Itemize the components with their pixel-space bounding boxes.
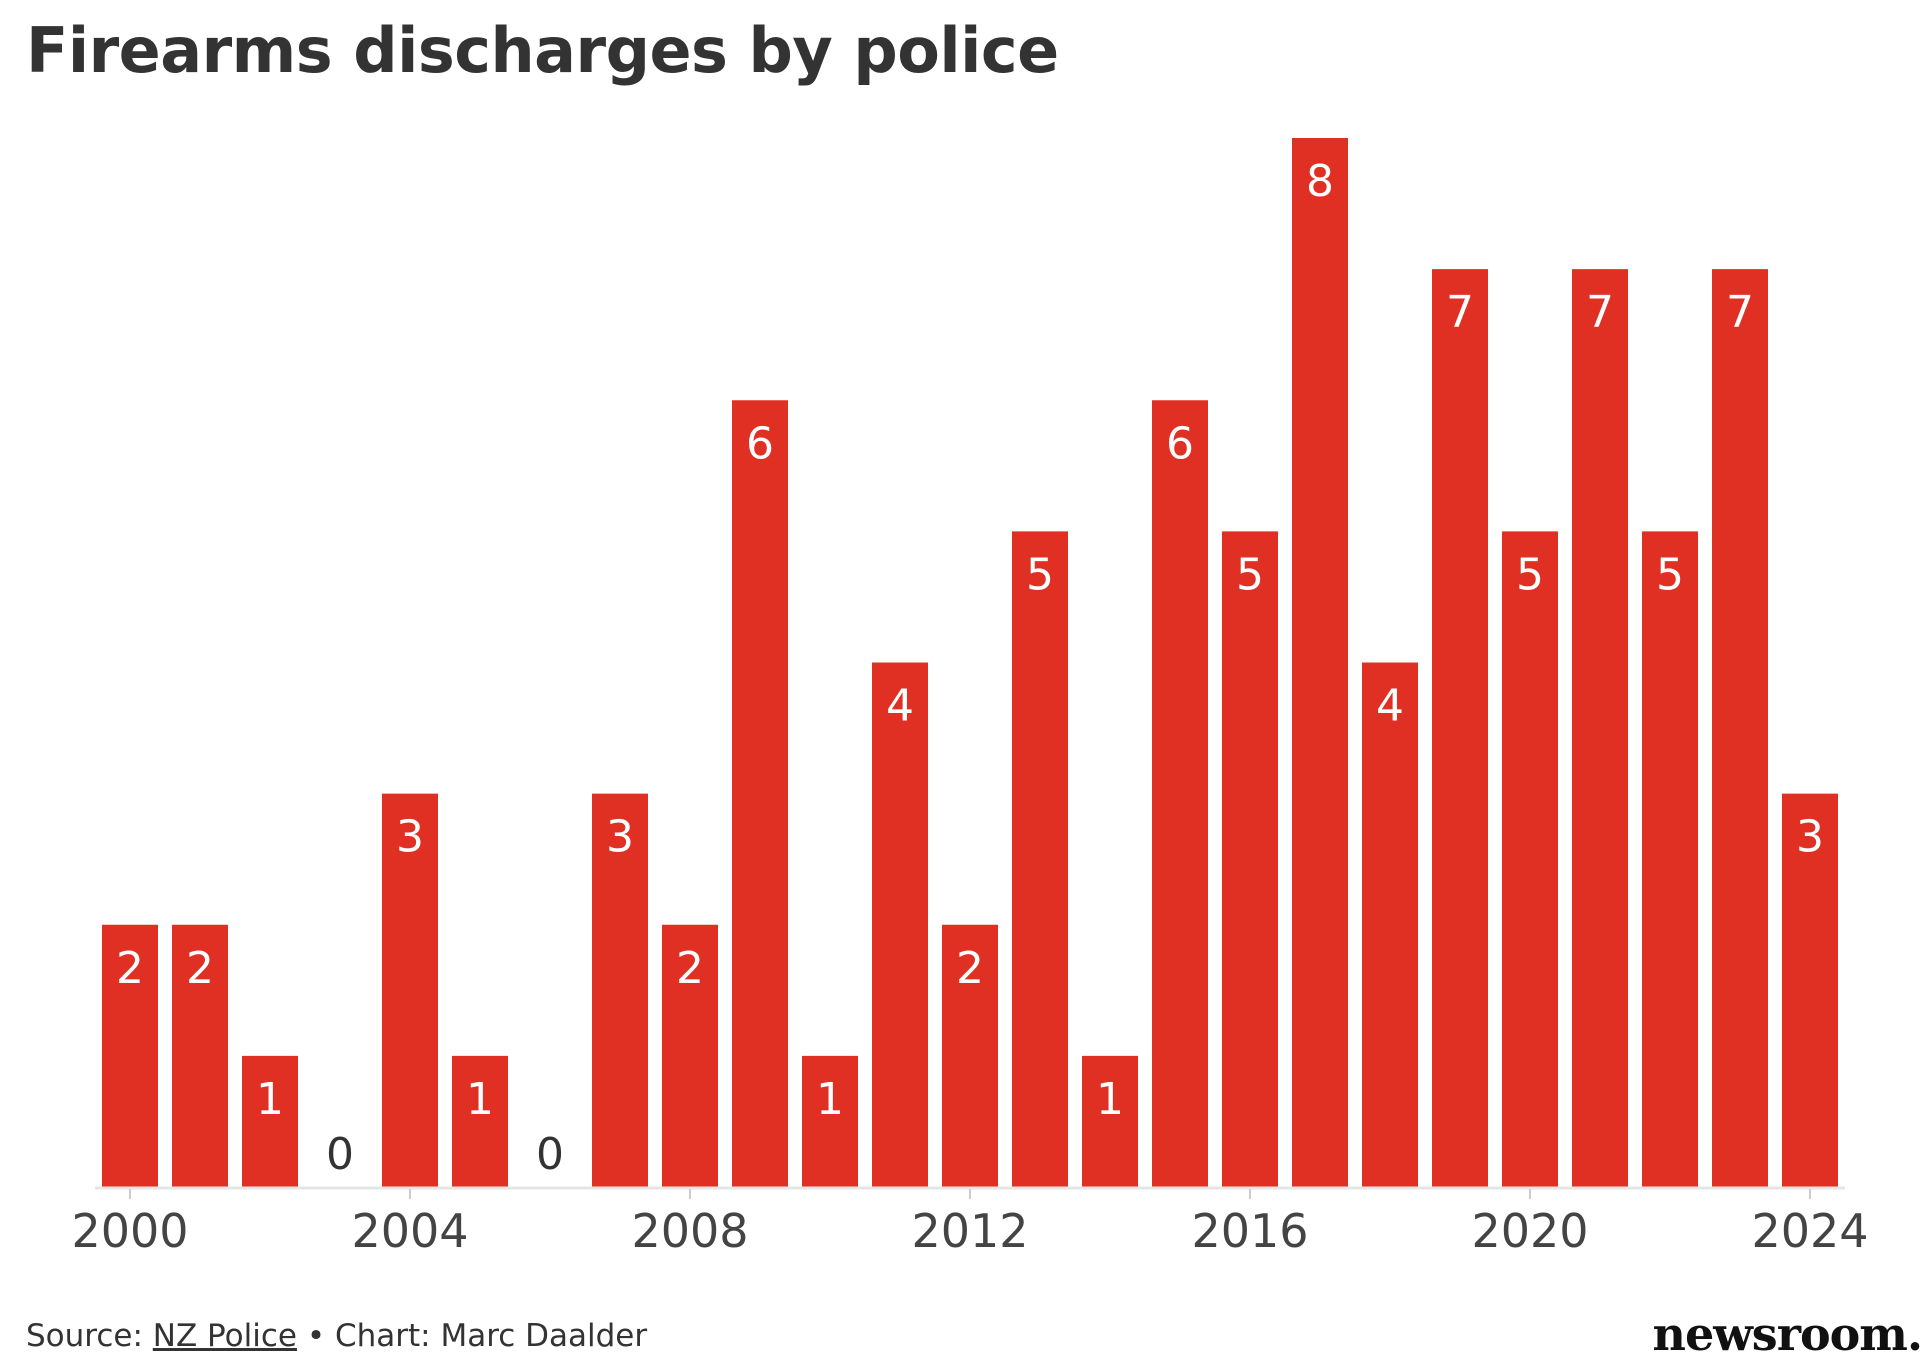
bar-label-2010: 1 xyxy=(816,1074,844,1125)
chart-credit: • Chart: Marc Daalder xyxy=(296,1318,648,1354)
bar-label-2017: 8 xyxy=(1306,156,1334,207)
bar-label-2009: 6 xyxy=(746,418,774,469)
bar-label-2002: 1 xyxy=(256,1074,284,1125)
bar-2012 xyxy=(942,924,998,1187)
x-tick-label-2004: 2004 xyxy=(351,1204,468,1258)
bar-label-2000: 2 xyxy=(116,943,144,994)
x-tick-label-2020: 2020 xyxy=(1471,1204,1588,1258)
x-tick-label-2016: 2016 xyxy=(1191,1204,1308,1258)
bar-2004 xyxy=(382,793,438,1187)
bar-label-2024: 3 xyxy=(1796,812,1824,863)
x-tick-label-2008: 2008 xyxy=(631,1204,748,1258)
bar-label-2007: 3 xyxy=(606,812,634,863)
bar-label-2003: 0 xyxy=(326,1129,354,1180)
bar-label-2001: 2 xyxy=(186,943,214,994)
bar-label-2019: 7 xyxy=(1446,287,1474,338)
chart-title: Firearms discharges by police xyxy=(26,14,1059,87)
bar-2014 xyxy=(1082,1055,1138,1187)
bar-2009 xyxy=(732,400,788,1187)
bar-2002 xyxy=(242,1055,298,1187)
bar-label-2015: 6 xyxy=(1166,418,1194,469)
bar-2021 xyxy=(1572,269,1628,1187)
x-axis-ticks: 2000 2004 2008 2012 2016 2020 2024 xyxy=(71,1189,1869,1258)
newsroom-logo: newsroom. xyxy=(1652,1307,1923,1361)
bars-group xyxy=(102,138,1838,1187)
bar-label-2012: 2 xyxy=(956,943,984,994)
source-prefix: Source: xyxy=(26,1318,153,1354)
bar-label-2016: 5 xyxy=(1236,549,1264,600)
bar-2018 xyxy=(1362,662,1418,1187)
bar-label-2008: 2 xyxy=(676,943,704,994)
bar-label-2020: 5 xyxy=(1516,549,1544,600)
bar-label-2014: 1 xyxy=(1096,1074,1124,1125)
bar-2011 xyxy=(872,662,928,1187)
bar-2015 xyxy=(1152,400,1208,1187)
bar-2001 xyxy=(172,924,228,1187)
bar-label-2023: 7 xyxy=(1726,287,1754,338)
bar-2022 xyxy=(1642,531,1698,1187)
bar-2016 xyxy=(1222,531,1278,1187)
x-tick-label-2012: 2012 xyxy=(911,1204,1028,1258)
bar-2007 xyxy=(592,793,648,1187)
bar-2013 xyxy=(1012,531,1068,1187)
bar-2010 xyxy=(802,1055,858,1187)
bar-label-2006: 0 xyxy=(536,1129,564,1180)
x-tick-label-2000: 2000 xyxy=(71,1204,188,1258)
bar-label-2022: 5 xyxy=(1656,549,1684,600)
bar-label-2005: 1 xyxy=(466,1074,494,1125)
bar-2008 xyxy=(662,924,718,1187)
bar-2017 xyxy=(1292,138,1348,1187)
bar-2024 xyxy=(1782,793,1838,1187)
x-tick-label-2024: 2024 xyxy=(1751,1204,1868,1258)
bar-2023 xyxy=(1712,269,1768,1187)
bar-2000 xyxy=(102,924,158,1187)
bar-label-2021: 7 xyxy=(1586,287,1614,338)
bar-label-2018: 4 xyxy=(1376,681,1404,732)
bar-label-2004: 3 xyxy=(396,812,424,863)
footer-source: Source: NZ Police • Chart: Marc Daalder xyxy=(26,1318,647,1354)
bar-2019 xyxy=(1432,269,1488,1187)
bar-2005 xyxy=(452,1055,508,1187)
bar-label-2013: 5 xyxy=(1026,549,1054,600)
bar-label-2011: 4 xyxy=(886,681,914,732)
bar-2020 xyxy=(1502,531,1558,1187)
source-link[interactable]: NZ Police xyxy=(152,1318,297,1354)
